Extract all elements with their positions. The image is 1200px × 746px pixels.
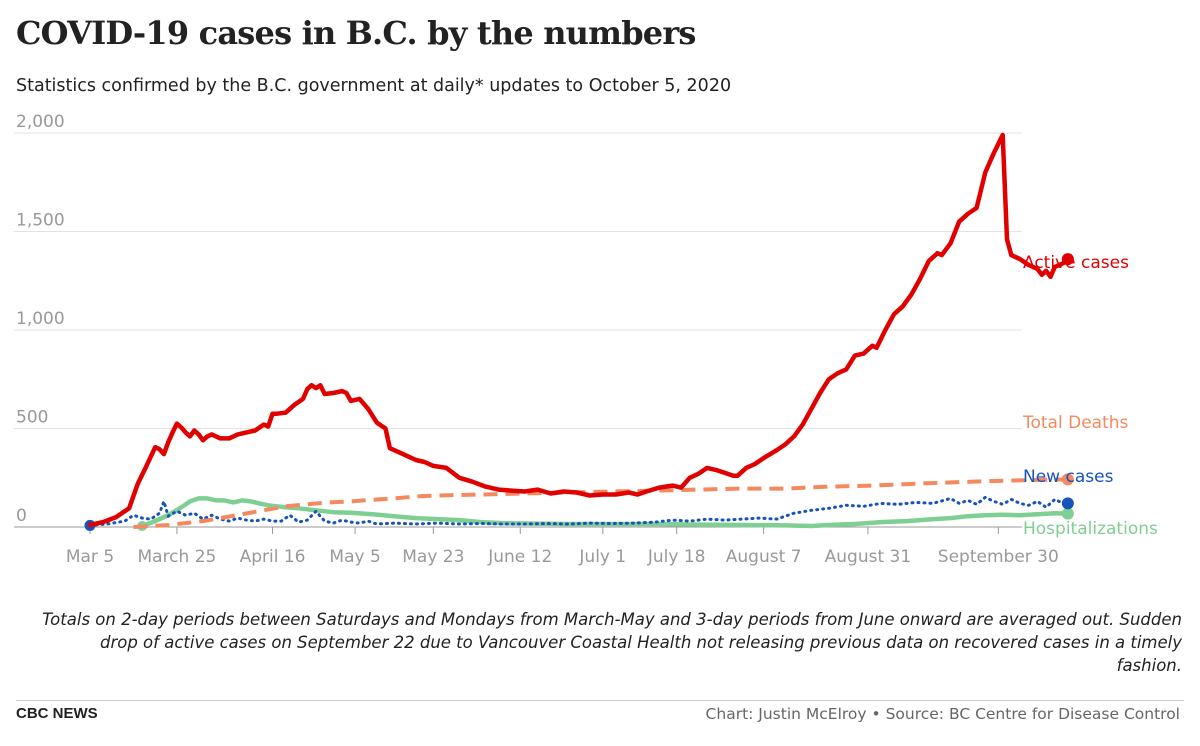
series-lines	[84, 132, 1074, 532]
x-tick-label: March 25	[137, 547, 216, 567]
series-end-marker	[1061, 507, 1074, 520]
y-tick-label: 500	[16, 408, 48, 428]
cbc-news-logo: CBC NEWS	[16, 705, 98, 722]
x-tick-label: May 5	[329, 547, 380, 567]
x-tick-label: July 1	[578, 547, 626, 567]
x-tick-label: August 7	[726, 547, 802, 567]
y-tick-label: 1,500	[16, 211, 65, 231]
x-tick-label: May 23	[402, 547, 464, 567]
series-label: Total Deaths	[1022, 413, 1129, 433]
x-tick-label: June 12	[487, 547, 552, 567]
series-label: Active cases	[1023, 253, 1129, 273]
x-tick-label: Mar 5	[66, 547, 114, 567]
chart-subtitle: Statistics confirmed by the B.C. governm…	[16, 76, 732, 96]
series-label: Hospitalizations	[1023, 519, 1158, 539]
series-labels: Hospitalizations New cases Total Deaths Act…	[1022, 253, 1158, 539]
gridlines	[14, 132, 1022, 528]
x-tick-label: April 16	[240, 547, 306, 567]
series-end-marker	[1061, 473, 1074, 486]
series-line-active-cases	[87, 132, 1071, 528]
series-end-marker	[1061, 253, 1074, 266]
x-tick-label: September 30	[938, 547, 1059, 567]
series-line-hospitalizations	[139, 496, 1071, 529]
y-tick-label: 1,000	[16, 309, 65, 329]
y-tick-label: 2,000	[16, 112, 65, 132]
series-label: New cases	[1023, 467, 1114, 487]
x-tick-label: August 31	[825, 547, 912, 567]
chart-credit: Chart: Justin McElroy • Source: BC Centr…	[705, 705, 1180, 723]
line-chart: 0 500 1,000 1,500 2,000 Mar 5 March 25 April 1…	[14, 112, 1158, 567]
chart-title: COVID-19 cases in B.C. by the numbers	[16, 14, 696, 52]
x-axis: Mar 5 March 25 April 16 May 5 May 23 June 12 J…	[66, 527, 1059, 567]
footer-divider	[16, 700, 1184, 701]
x-tick-label: July 18	[647, 547, 706, 567]
y-tick-label: 0	[16, 506, 27, 526]
y-axis: 0 500 1,000 1,500 2,000	[16, 112, 65, 526]
series-line-total-deaths	[133, 477, 1068, 529]
footnote: Totals on 2-day periods between Saturday…	[42, 610, 1182, 675]
series-end-marker	[1061, 497, 1074, 510]
